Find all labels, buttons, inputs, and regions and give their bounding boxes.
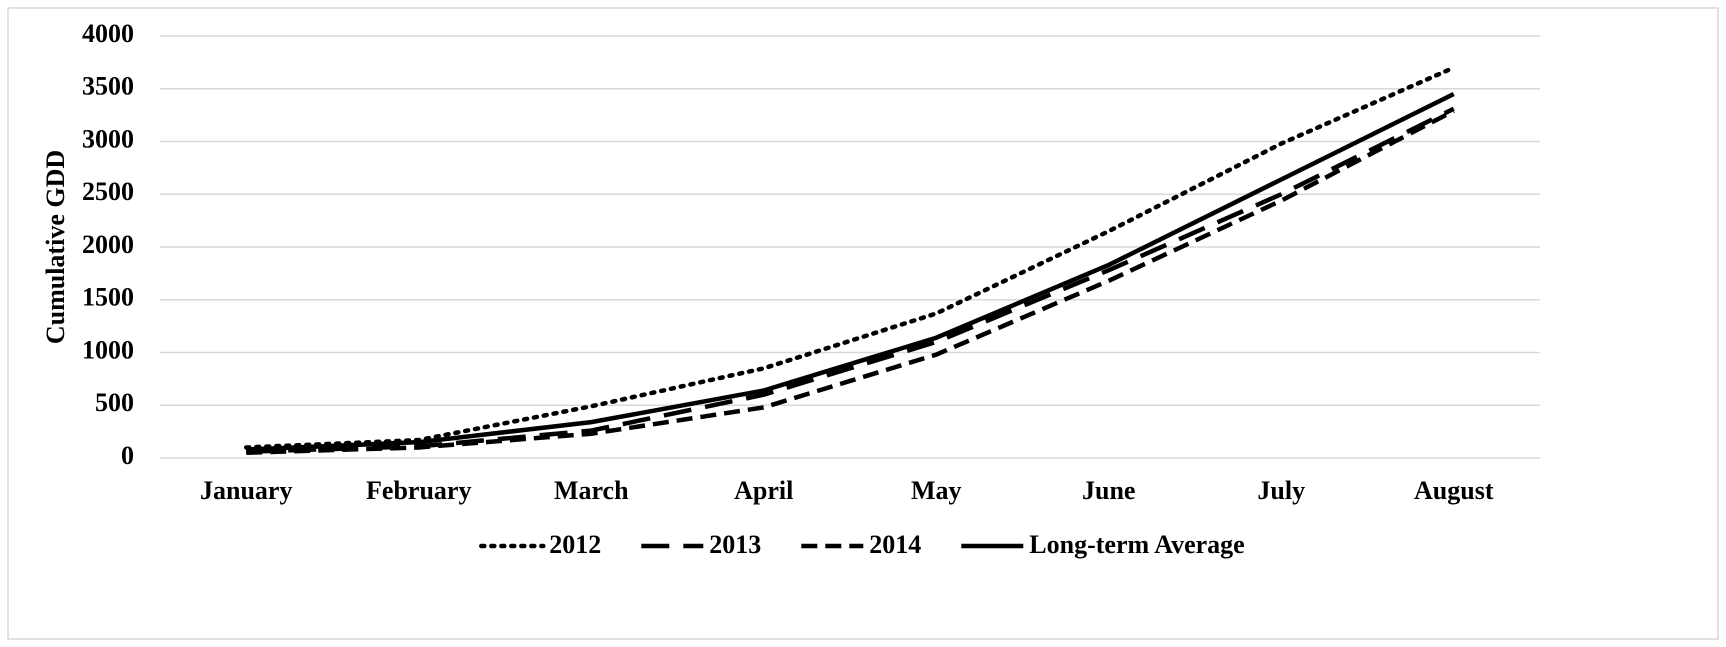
x-tick-label: February xyxy=(366,476,471,505)
x-tick-label: May xyxy=(911,476,962,505)
x-tick-label: August xyxy=(1414,476,1494,505)
y-tick-label: 2500 xyxy=(82,177,134,206)
series-line xyxy=(246,108,1455,455)
y-tick-label: 3000 xyxy=(82,124,134,153)
legend-label: Long-term Average xyxy=(1029,530,1244,559)
series-line xyxy=(244,65,1456,450)
x-tick-label: January xyxy=(200,476,292,505)
y-tick-label: 1500 xyxy=(82,283,134,312)
x-tick-label: June xyxy=(1082,476,1135,505)
x-tick-label: March xyxy=(554,476,629,505)
x-tick-label: April xyxy=(734,476,793,505)
y-tick-label: 2000 xyxy=(82,230,134,259)
y-tick-label: 500 xyxy=(95,388,134,417)
x-tick-label: July xyxy=(1257,476,1305,505)
y-tick-label: 1000 xyxy=(82,335,134,364)
y-axis-title: Cumulative GDD xyxy=(41,150,70,344)
legend-label: 2012 xyxy=(549,530,601,559)
series-line xyxy=(246,92,1455,452)
legend-label: 2014 xyxy=(869,530,921,559)
y-tick-label: 0 xyxy=(121,441,134,470)
legend-label: 2013 xyxy=(709,530,761,559)
y-tick-label: 3500 xyxy=(82,72,134,101)
series-line xyxy=(246,106,1455,454)
y-tick-label: 4000 xyxy=(82,19,134,48)
chart-frame xyxy=(7,7,1719,640)
